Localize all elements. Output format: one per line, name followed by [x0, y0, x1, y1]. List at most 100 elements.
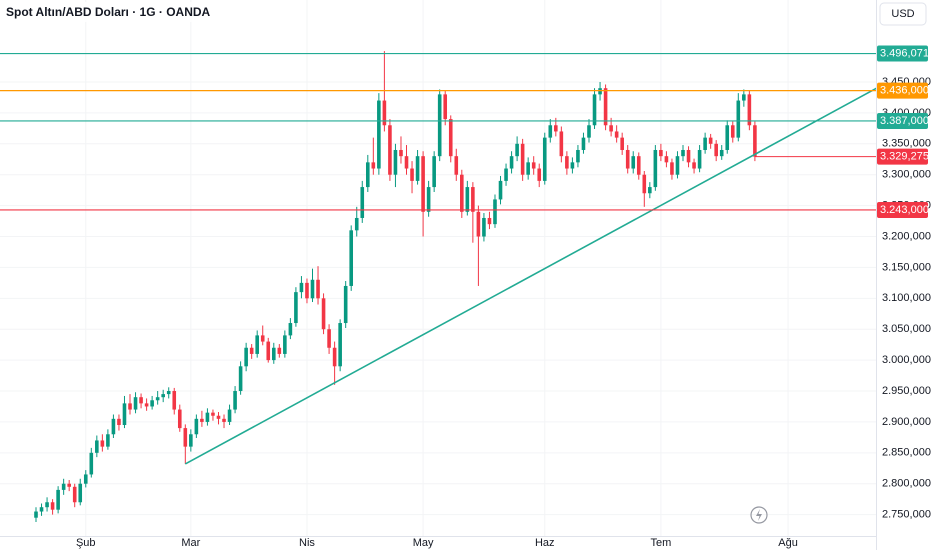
currency-label[interactable]: USD — [891, 8, 914, 20]
y-tick-label: 3.100,000 — [882, 292, 931, 304]
candle-body — [620, 137, 624, 150]
candle-body — [305, 282, 309, 299]
candle-body — [653, 149, 658, 188]
candle-body — [659, 149, 663, 157]
candle-body — [692, 162, 696, 169]
candle-body — [625, 149, 630, 169]
candle-body — [448, 119, 453, 157]
candle-body — [753, 125, 757, 157]
candle-body — [183, 428, 188, 447]
candle-body — [283, 335, 287, 354]
price-tag-label: 3.387,000 — [880, 115, 929, 127]
candle-body — [609, 125, 613, 132]
candle-body — [83, 474, 88, 484]
price-tag — [877, 82, 928, 99]
candle-body — [294, 292, 298, 324]
candle-body — [277, 347, 282, 354]
y-tick-label: 3.050,000 — [882, 323, 931, 335]
candle-body — [598, 88, 602, 95]
candle-body — [332, 347, 337, 367]
candle-body — [244, 347, 248, 367]
candle-body — [227, 409, 232, 422]
candle-body — [587, 125, 591, 138]
candle-body — [670, 162, 674, 175]
candle-body — [603, 88, 608, 126]
x-tick-label: Haz — [535, 537, 555, 549]
candle-body — [531, 162, 536, 169]
candle-body — [554, 125, 558, 132]
y-tick-label: 2.900,000 — [882, 416, 931, 428]
candle-body — [222, 418, 226, 422]
y-tick-label: 3.150,000 — [882, 261, 931, 273]
candle-body — [415, 156, 420, 181]
candle-body — [592, 94, 597, 126]
title-bg — [0, 2, 240, 22]
candle-body — [139, 397, 143, 404]
candle-body — [150, 400, 154, 407]
trendline — [184, 87, 877, 465]
candle-body — [509, 156, 514, 169]
candle-body — [133, 397, 138, 410]
price-tag-label: 3.329,275 — [880, 151, 929, 163]
axis-layer: 2.750,000 2.800,000 2.850,000 2.900,000 2.95… — [76, 45, 931, 549]
candle-body — [515, 143, 519, 157]
y-tick-label: 3.200,000 — [882, 230, 931, 242]
candle-body — [686, 149, 691, 163]
x-tick-label: Mar — [181, 537, 200, 549]
candle-body — [730, 125, 735, 138]
candle-body — [117, 418, 121, 426]
candle-body — [443, 94, 448, 120]
y-tick-label: 2.850,000 — [882, 447, 931, 459]
candle-body — [714, 143, 718, 157]
candle-body — [742, 94, 746, 101]
currency-button[interactable] — [879, 2, 927, 26]
replay-icon[interactable] — [750, 506, 768, 524]
x-tick-label: May — [413, 537, 434, 549]
candle-body — [526, 162, 530, 175]
price-tag — [877, 45, 928, 62]
candle-body — [465, 187, 470, 212]
price-tag — [877, 112, 928, 129]
candle-body — [354, 217, 359, 231]
candle-body — [238, 366, 243, 392]
candle-body — [288, 323, 293, 336]
candle-body — [260, 335, 265, 342]
candle-body — [565, 156, 569, 169]
candle-body — [675, 156, 680, 175]
candle-body — [111, 418, 116, 435]
candle-body — [725, 125, 730, 150]
x-tick-label: Şub — [76, 537, 96, 549]
candle-body — [426, 187, 431, 212]
candle-body — [371, 162, 376, 169]
candle-body — [255, 335, 259, 354]
candle-body — [393, 149, 398, 175]
candle-body — [266, 341, 271, 361]
candle-body — [100, 440, 105, 447]
candle-body — [200, 418, 204, 422]
candle-body — [570, 162, 575, 169]
candle-body — [249, 347, 254, 354]
candle-body — [504, 168, 508, 181]
candle-body — [172, 391, 177, 410]
grid-layer — [0, 0, 876, 536]
y-tick-label: 2.750,000 — [882, 509, 931, 521]
candle-body — [460, 174, 464, 212]
candle-body — [432, 156, 436, 188]
candle-body — [719, 149, 724, 157]
x-tick-label: Tem — [650, 537, 671, 549]
candle-body — [34, 511, 38, 518]
candle-body — [310, 279, 315, 299]
chart-title: Spot Altın/ABD Doları · 1G · OANDA — [6, 5, 211, 19]
candle-body — [377, 100, 381, 169]
candle-body — [211, 412, 215, 416]
candle-body — [233, 391, 237, 410]
candle-body — [316, 279, 320, 299]
candle-body — [338, 323, 342, 367]
candle-body — [388, 125, 392, 175]
price-tag — [877, 148, 928, 165]
candle-body — [360, 187, 365, 218]
candle-body — [498, 180, 503, 200]
candle-body — [542, 137, 547, 181]
